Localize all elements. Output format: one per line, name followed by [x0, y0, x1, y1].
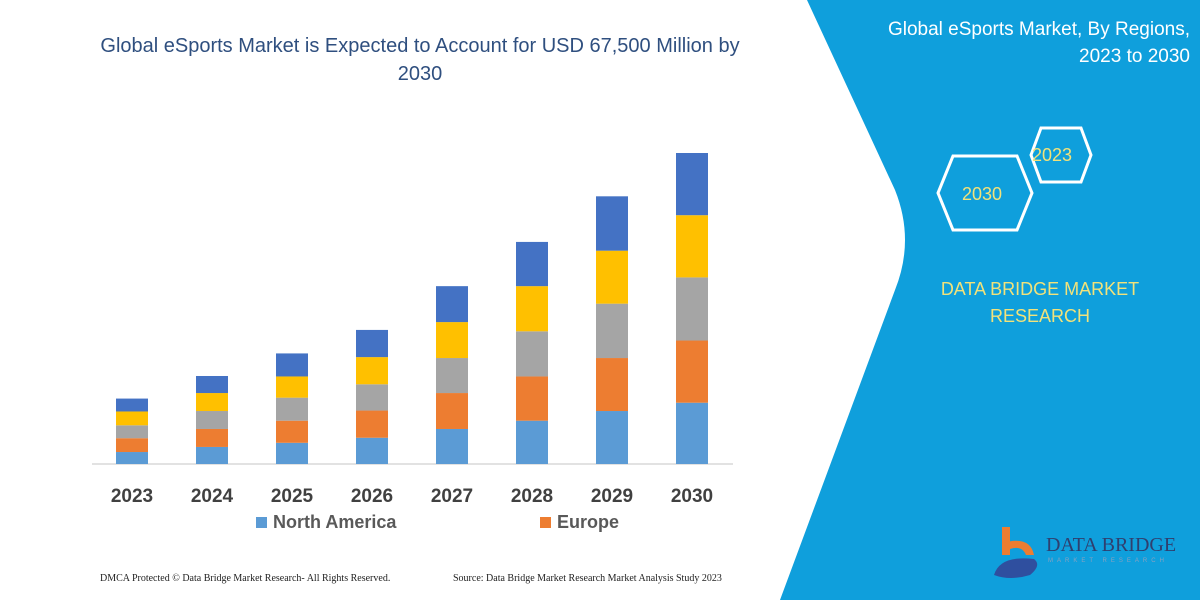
- hex-label-2030: 2030: [962, 184, 1003, 204]
- x-tick-label: 2025: [271, 486, 314, 507]
- dmca-notice: DMCA Protected © Data Bridge Market Rese…: [100, 573, 391, 584]
- side-panel-title: Global eSports Market, By Regions, 2023 …: [830, 16, 1190, 70]
- bar-segment-2030-series-1: [676, 340, 708, 403]
- bar-segment-2026-series-3: [356, 357, 388, 385]
- bar-segment-2027-series-3: [436, 322, 468, 359]
- bar-segment-2030-series-4: [676, 153, 708, 216]
- hex-label-2023: 2023: [1032, 145, 1073, 165]
- side-title-line1: Global eSports Market, By Regions,: [887, 19, 1190, 40]
- legend-label: Europe: [557, 512, 620, 532]
- hexagon-2030-icon: [936, 154, 1034, 232]
- side-panel-shape: [780, 0, 1200, 600]
- bar-segment-2030-series-0: [676, 402, 708, 464]
- bar-segment-2029-series-1: [596, 358, 628, 412]
- bar-segment-2028-series-1: [516, 376, 548, 421]
- hexagon-icons: [936, 126, 1093, 232]
- brand-line2: RESEARCH: [989, 306, 1091, 326]
- bar-segment-2023-series-0: [116, 452, 148, 464]
- bar-segment-2025-series-3: [276, 376, 308, 398]
- bar-segment-2030-series-2: [676, 277, 708, 341]
- x-tick-label: 2024: [191, 486, 234, 507]
- bar-segment-2024-series-0: [196, 446, 228, 464]
- bar-segment-2023-series-2: [116, 425, 148, 439]
- x-tick-label: 2029: [591, 486, 633, 507]
- bar-segment-2029-series-0: [596, 411, 628, 464]
- bar-segment-2025-series-1: [276, 420, 308, 443]
- bar-segment-2030-series-3: [676, 215, 708, 278]
- legend-item-europe: Europe: [540, 512, 619, 533]
- x-tick-label: 2030: [671, 486, 713, 507]
- bar-segment-2026-series-4: [356, 329, 388, 358]
- chart-title: Global eSports Market is Expected to Acc…: [100, 35, 740, 85]
- source-note: Source: Data Bridge Market Research Mark…: [453, 573, 722, 584]
- bar-segment-2028-series-4: [516, 241, 548, 287]
- x-tick-label: 2026: [351, 486, 393, 507]
- data-bridge-logo-icon: [994, 527, 1038, 578]
- bar-segment-2027-series-0: [436, 428, 468, 464]
- x-tick-label: 2027: [431, 486, 473, 507]
- bar-segment-2024-series-2: [196, 411, 228, 429]
- bar-segment-2025-series-4: [276, 353, 308, 377]
- bar-segment-2028-series-2: [516, 331, 548, 377]
- bar-segment-2029-series-4: [596, 196, 628, 251]
- bar-segment-2028-series-3: [516, 286, 548, 332]
- legend-swatch: [256, 517, 267, 528]
- bar-segment-2024-series-3: [196, 393, 228, 412]
- bar-segment-2023-series-1: [116, 438, 148, 453]
- logo-text: DATA BRIDGE: [1046, 534, 1177, 556]
- legend-label: North America: [273, 512, 397, 532]
- bar-segment-2025-series-0: [276, 442, 308, 464]
- brand-text: DATA BRIDGE MARKET RESEARCH: [930, 276, 1150, 330]
- bar-segment-2027-series-2: [436, 358, 468, 394]
- bar-segment-2026-series-1: [356, 410, 388, 438]
- hexagon-2023-icon: [1029, 126, 1093, 184]
- x-tick-label: 2028: [511, 486, 553, 507]
- bar-segment-2027-series-4: [436, 286, 468, 323]
- logo-subtext: MARKET RESEARCH: [1048, 558, 1168, 564]
- side-title-line2: 2023 to 2030: [1079, 46, 1190, 67]
- x-tick-label: 2023: [111, 486, 153, 507]
- bar-segment-2029-series-2: [596, 303, 628, 359]
- bar-segment-2028-series-0: [516, 420, 548, 464]
- bar-segment-2027-series-1: [436, 393, 468, 429]
- bar-segment-2023-series-4: [116, 398, 148, 412]
- brand-line1: DATA BRIDGE MARKET: [940, 279, 1140, 299]
- bar-segment-2024-series-1: [196, 428, 228, 447]
- legend-item-north-america: North America: [256, 512, 396, 533]
- bar-segment-2025-series-2: [276, 397, 308, 421]
- bar-segment-2023-series-3: [116, 411, 148, 426]
- bar-segment-2024-series-4: [196, 375, 228, 394]
- legend-swatch: [540, 517, 551, 528]
- bar-segment-2029-series-3: [596, 250, 628, 304]
- bar-segment-2026-series-0: [356, 437, 388, 464]
- bar-segment-2026-series-2: [356, 384, 388, 411]
